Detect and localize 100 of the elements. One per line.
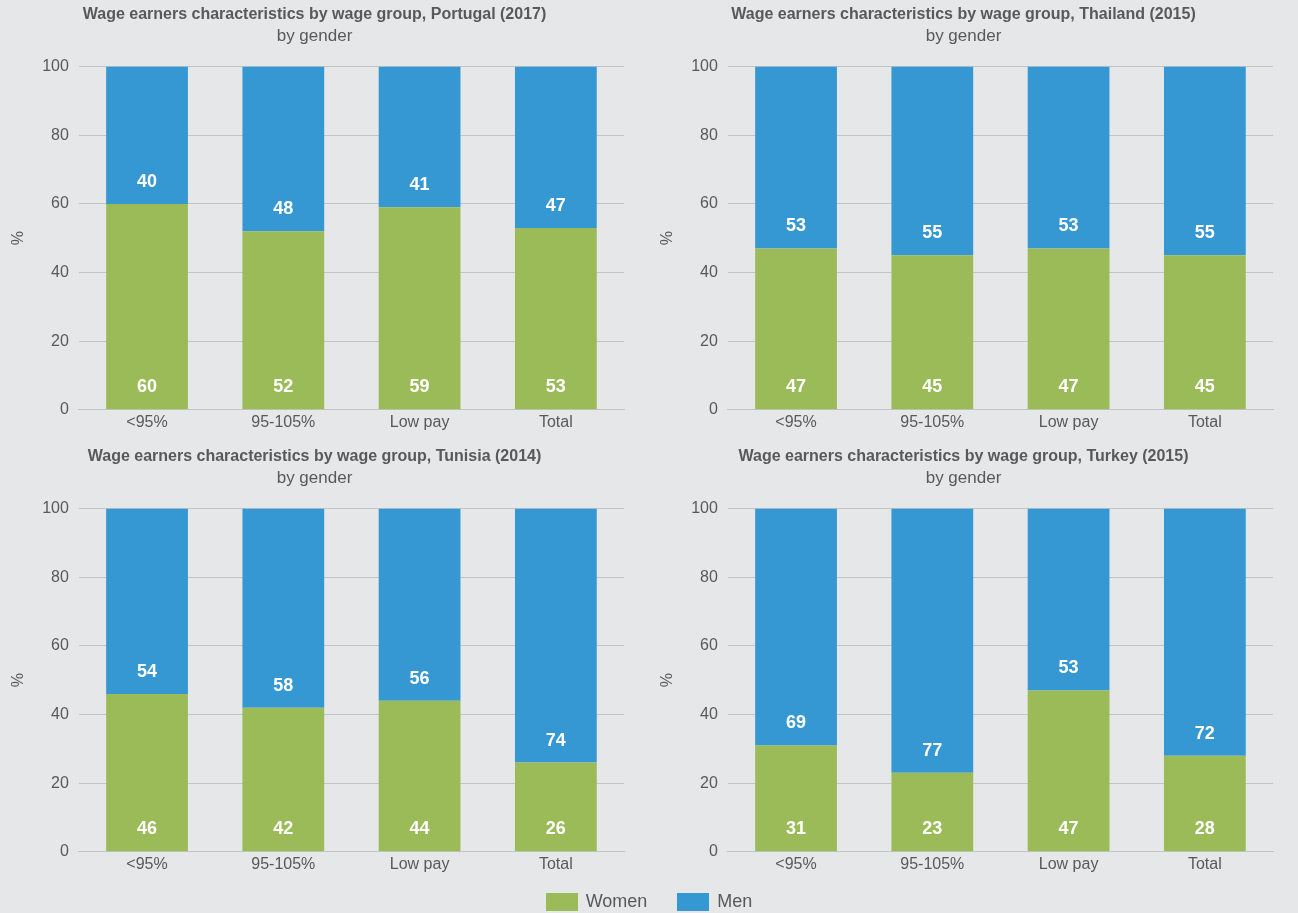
bar: [1163, 255, 1246, 410]
bar: [755, 248, 837, 410]
x-tick-label: 95-105%: [251, 412, 316, 430]
bar: [755, 508, 837, 746]
data-label: 26: [545, 818, 566, 839]
chart-title: Wage earners characteristics by wage group, Tunisia (2014): [87, 447, 542, 465]
data-label: 53: [1058, 657, 1079, 678]
y-tick-label: 80: [51, 125, 69, 143]
bar: [755, 745, 837, 852]
chart-title: Wage earners characteristics by wage group, Turkey (2015): [738, 447, 1189, 465]
bar: [242, 707, 325, 852]
y-tick-label: 20: [51, 773, 69, 791]
x-tick-label: Low pay: [1038, 412, 1099, 430]
bar: [514, 508, 597, 763]
bar: [378, 207, 461, 410]
bar: [891, 66, 974, 256]
data-label: 58: [273, 674, 294, 695]
bar: [106, 508, 188, 694]
data-label: 60: [137, 376, 158, 397]
x-tick-label: Total: [1187, 854, 1222, 872]
data-label: 41: [409, 174, 430, 195]
bar: [891, 772, 974, 852]
y-tick-label: 100: [42, 499, 69, 517]
y-axis-title: %: [658, 673, 676, 688]
bar: [378, 700, 461, 852]
bar: [514, 227, 597, 410]
chart-title: Wage earners characteristics by wage group, Portugal (2017): [82, 5, 547, 23]
data-label: 45: [1194, 376, 1215, 397]
bar: [106, 693, 188, 852]
bar: [1163, 66, 1246, 256]
chart-subtitle: by gender: [925, 468, 1002, 488]
data-label: 69: [786, 712, 807, 733]
data-label: 55: [1194, 222, 1215, 243]
bar: [1027, 508, 1110, 691]
y-axis-title: %: [658, 231, 676, 246]
x-tick-label: 95-105%: [251, 854, 316, 872]
bar: [1027, 66, 1110, 249]
data-label: 28: [1194, 818, 1215, 839]
y-tick-label: 80: [700, 125, 718, 143]
data-label: 72: [1194, 722, 1215, 743]
data-label: 46: [137, 818, 158, 839]
data-label: 74: [545, 729, 566, 750]
data-label: 47: [1058, 376, 1079, 397]
chart-subtitle: by gender: [276, 468, 353, 488]
y-tick-label: 80: [51, 567, 69, 585]
data-label: 59: [409, 376, 430, 397]
data-label: 31: [786, 818, 807, 839]
y-tick-label: 20: [51, 331, 69, 349]
bar: [242, 66, 325, 232]
data-label: 42: [273, 818, 294, 839]
data-label: 47: [545, 194, 566, 215]
data-label: 23: [922, 818, 943, 839]
data-label: 47: [1058, 818, 1079, 839]
data-label: 77: [922, 739, 943, 760]
y-tick-label: 0: [59, 842, 69, 860]
y-tick-label: 80: [700, 567, 718, 585]
y-axis-title: %: [9, 673, 27, 688]
y-tick-label: 0: [59, 400, 69, 418]
bar: [1027, 690, 1110, 852]
legend-label: Women: [585, 891, 648, 912]
x-tick-label: 95-105%: [900, 412, 965, 430]
y-tick-label: 40: [700, 704, 718, 722]
bar: [1163, 508, 1246, 756]
bar: [106, 66, 188, 204]
y-tick-label: 20: [700, 773, 718, 791]
bar: [378, 508, 461, 701]
bar: [891, 508, 974, 773]
bar: [242, 508, 325, 708]
x-tick-label: Total: [1187, 412, 1222, 430]
bar: [891, 255, 974, 410]
chart-subtitle: by gender: [276, 26, 353, 46]
data-label: 48: [273, 198, 294, 219]
y-tick-label: 100: [691, 57, 718, 75]
y-tick-label: 60: [51, 194, 69, 212]
bar: [378, 66, 461, 208]
y-tick-label: 60: [700, 636, 718, 654]
data-label: 44: [409, 818, 430, 839]
chart-subtitle: by gender: [925, 26, 1002, 46]
y-tick-label: 0: [708, 400, 718, 418]
y-axis-title: %: [9, 231, 27, 246]
y-tick-label: 60: [51, 636, 69, 654]
y-tick-label: 0: [708, 842, 718, 860]
y-tick-label: 60: [700, 194, 718, 212]
y-tick-label: 40: [700, 262, 718, 280]
bar: [755, 66, 837, 249]
y-tick-label: 100: [42, 57, 69, 75]
chart-title: Wage earners characteristics by wage group, Thailand (2015): [731, 5, 1196, 23]
x-tick-label: <95%: [775, 854, 817, 872]
x-tick-label: Total: [538, 412, 573, 430]
bar: [1027, 248, 1110, 410]
x-tick-label: Low pay: [389, 412, 450, 430]
y-tick-label: 20: [700, 331, 718, 349]
x-tick-label: <95%: [126, 854, 168, 872]
data-label: 56: [409, 667, 430, 688]
data-label: 45: [922, 376, 943, 397]
y-tick-label: 100: [691, 499, 718, 517]
x-tick-label: 95-105%: [900, 854, 965, 872]
legend-label: Men: [717, 891, 753, 912]
data-label: 52: [273, 376, 294, 397]
data-label: 53: [1058, 215, 1079, 236]
